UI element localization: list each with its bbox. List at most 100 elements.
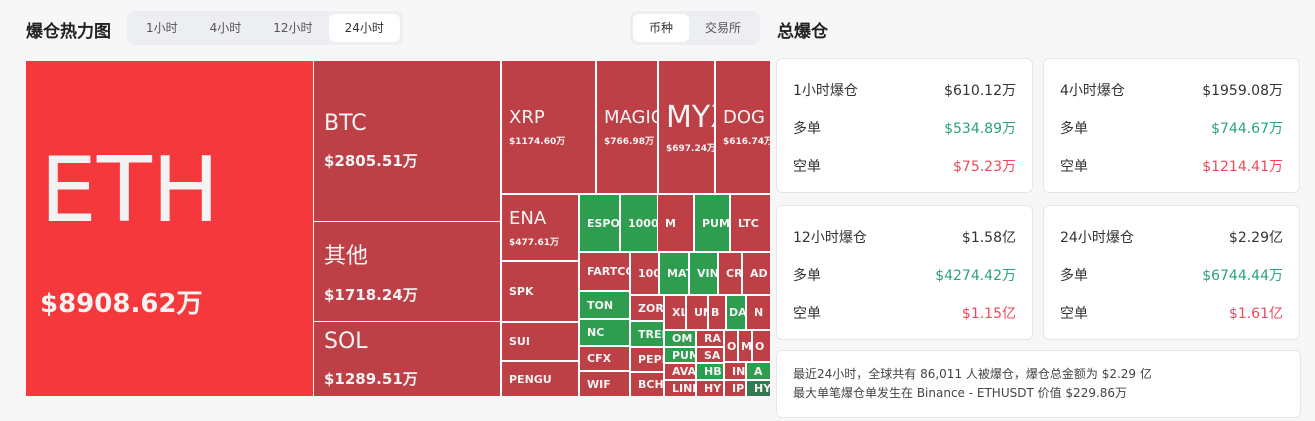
treemap-cell-33[interactable]: B <box>709 296 725 329</box>
treemap-cell-45[interactable]: M <box>739 331 751 361</box>
cell-symbol: PENGU <box>509 372 552 386</box>
treemap-cell-9[interactable]: ESPOR <box>580 195 619 251</box>
treemap-cell-25[interactable]: PEPE <box>631 348 663 371</box>
treemap-cell-27[interactable]: MAT <box>660 253 688 294</box>
treemap-cell-16[interactable]: PENGU <box>502 362 578 396</box>
cell-symbol: FARTCO <box>587 265 629 278</box>
stat-label: 24小时爆仓 <box>1060 230 1134 246</box>
cell-symbol: MYX <box>666 100 714 135</box>
treemap-cell-47[interactable]: IN <box>725 363 745 379</box>
cell-symbol: OM <box>672 332 693 345</box>
treemap-cell-18[interactable]: TON <box>580 292 629 318</box>
cell-value: $2805.51万 <box>324 152 418 170</box>
tab-4h[interactable]: 4小时 <box>209 21 242 35</box>
treemap-cell-14[interactable]: SPK <box>502 262 578 321</box>
treemap-cell-2[interactable]: 其他 $1718.24万 <box>314 222 500 321</box>
treemap-cell-15[interactable]: SUI <box>502 323 578 360</box>
treemap-cell-8[interactable]: ENA $477.61万 <box>502 195 578 260</box>
treemap-cell-10[interactable]: 1000I <box>621 195 657 251</box>
cell-symbol: SPK <box>509 285 534 298</box>
treemap-cell-11[interactable]: M <box>658 195 693 251</box>
info-line-1: 最近24小时，全球共有 86,011 人被爆仓，爆仓总金额为 $2.29 亿 <box>793 367 1152 381</box>
cell-symbol: DOG <box>723 107 765 128</box>
cell-symbol: SA <box>704 348 721 362</box>
cell-symbol: UN <box>694 306 707 319</box>
cell-symbol: M <box>665 216 676 230</box>
stat-value-long: $6744.44万 <box>1202 268 1283 284</box>
treemap-cell-29[interactable]: CR <box>719 253 741 294</box>
treemap-cell-40[interactable]: RA <box>697 331 723 346</box>
treemap-cell-41[interactable]: SA <box>697 348 723 362</box>
cell-symbol: SOL <box>324 329 368 354</box>
treemap-cell-22[interactable]: 1000 <box>631 253 658 294</box>
treemap-cell-35[interactable]: N <box>747 296 770 329</box>
info-card: 最近24小时，全球共有 86,011 人被爆仓，爆仓总金额为 $2.29 亿 最… <box>776 350 1301 418</box>
treemap-cell-30[interactable]: AD <box>743 253 770 294</box>
cell-symbol: PUMP <box>702 216 729 230</box>
treemap-cell-49[interactable]: IP <box>725 381 745 396</box>
cell-symbol: O <box>755 339 765 353</box>
treemap-cell-44[interactable]: O <box>725 331 737 361</box>
treemap-cell-21[interactable]: WIF <box>580 372 629 396</box>
treemap-cell-38[interactable]: AVA <box>665 364 695 379</box>
treemap-cell-36[interactable]: OM <box>665 331 695 346</box>
treemap-cell-42[interactable]: HB <box>697 364 723 379</box>
summary-title: 总爆仓 <box>777 22 828 42</box>
tab-exchange[interactable]: 交易所 <box>705 21 742 35</box>
cell-symbol: ZORA <box>638 301 663 315</box>
cell-value: $1289.51万 <box>324 370 418 388</box>
treemap-cell-23[interactable]: ZORA <box>631 296 663 320</box>
treemap-cell-12[interactable]: PUMP <box>695 195 729 251</box>
heatmap-title: 爆仓热力图 <box>26 22 111 42</box>
cell-symbol: ESPOR <box>587 216 619 230</box>
treemap-cell-17[interactable]: FARTCO <box>580 253 629 290</box>
cell-symbol: M <box>741 339 751 353</box>
treemap-cell-6[interactable]: MYX $697.24万 <box>659 61 714 193</box>
cell-value: $477.61万 <box>509 237 559 248</box>
stat-label: 空单 <box>1060 306 1088 322</box>
treemap-cell-37[interactable]: PUM <box>665 348 695 362</box>
cell-symbol: B <box>711 306 720 319</box>
cell-symbol: MAT <box>667 267 688 280</box>
cell-symbol: IN <box>732 364 745 378</box>
treemap-cell-0[interactable]: ETH $8908.62万 <box>26 61 313 396</box>
treemap-cell-1[interactable]: BTC $2805.51万 <box>314 61 500 221</box>
treemap-cell-20[interactable]: CFX <box>580 347 629 370</box>
tab-coin[interactable]: 币种 <box>633 14 690 42</box>
treemap-cell-3[interactable]: SOL $1289.51万 <box>314 322 500 396</box>
cell-value: $766.98万 <box>604 137 654 147</box>
treemap-cell-5[interactable]: MAGIC $766.98万 <box>597 61 657 193</box>
cell-symbol: 其他 <box>324 244 369 269</box>
stat-value-total: $1959.08万 <box>1202 83 1283 99</box>
treemap-cell-31[interactable]: XL <box>665 296 685 329</box>
treemap-cell-26[interactable]: BCH <box>631 373 663 396</box>
treemap-cell-34[interactable]: DA <box>727 296 745 329</box>
treemap-cell-48[interactable]: A <box>747 363 770 379</box>
treemap-cell-50[interactable]: HY <box>747 381 770 396</box>
tab-12h[interactable]: 12小时 <box>273 21 313 35</box>
tab-24h[interactable]: 24小时 <box>328 14 400 42</box>
treemap-cell-19[interactable]: NC <box>580 320 629 345</box>
tab-1h[interactable]: 1小时 <box>146 21 178 35</box>
treemap-cell-4[interactable]: XRP $1174.60万 <box>502 61 595 193</box>
cell-symbol: CFX <box>587 352 612 365</box>
stat-label: 多单 <box>793 268 821 284</box>
treemap-cell-46[interactable]: O <box>753 331 770 361</box>
treemap-cell-24[interactable]: TREE <box>631 322 663 346</box>
cell-symbol: 1000I <box>628 216 657 230</box>
treemap-cell-32[interactable]: UN <box>687 296 707 329</box>
treemap-cell-7[interactable]: DOG $616.74万 <box>716 61 770 193</box>
time-range-tabs: 1小时 4小时 12小时 24小时 <box>127 11 403 45</box>
treemap-cell-13[interactable]: LTC <box>731 195 770 251</box>
cell-symbol: BCH <box>638 378 663 391</box>
stat-value-short: $75.23万 <box>953 159 1016 175</box>
stat-value-total: $610.12万 <box>944 83 1016 99</box>
cell-value: $616.74万 <box>723 137 770 147</box>
summary-card: 24小时爆仓 $2.29亿 多单 $6744.44万 空单 $1.61亿 <box>1043 205 1300 340</box>
treemap-cell-28[interactable]: VIN <box>690 253 717 294</box>
stat-label: 12小时爆仓 <box>793 230 867 246</box>
cell-value: $697.24万 <box>666 144 714 154</box>
treemap-cell-39[interactable]: LINK <box>665 381 695 396</box>
treemap-cell-43[interactable]: HY <box>697 381 723 396</box>
cell-symbol: ENA <box>509 207 547 229</box>
